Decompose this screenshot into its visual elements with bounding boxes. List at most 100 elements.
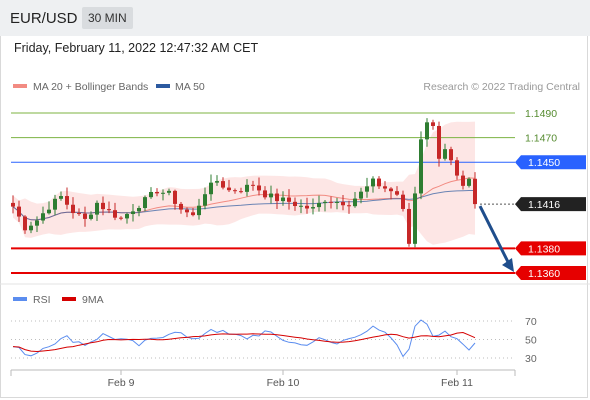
candle xyxy=(47,201,51,215)
candle xyxy=(431,119,435,130)
candle xyxy=(107,201,111,214)
candle xyxy=(203,187,207,210)
candle xyxy=(233,188,237,194)
candle-body xyxy=(41,213,45,221)
candle xyxy=(329,196,333,209)
candle xyxy=(65,187,69,210)
candle xyxy=(11,195,15,214)
candle xyxy=(269,185,273,204)
candle xyxy=(119,216,123,221)
candle-body xyxy=(431,122,435,126)
candle xyxy=(395,186,399,197)
candle xyxy=(359,187,363,204)
candle xyxy=(425,118,429,147)
timeframe-badge[interactable]: 30 MIN xyxy=(82,7,133,29)
candle-body xyxy=(161,192,165,194)
candle xyxy=(59,191,63,201)
candle xyxy=(131,204,135,222)
rsi-panel: 70 50 30 xyxy=(11,316,537,365)
candle xyxy=(347,200,351,214)
candle-body xyxy=(389,188,393,192)
candle xyxy=(317,195,321,212)
candle-body xyxy=(281,197,285,202)
level-tag-text-4: 1.1380 xyxy=(528,243,560,255)
rsi-tick-0: 70 xyxy=(525,316,537,328)
candle-body xyxy=(29,225,33,231)
rsi-tick-1: 50 xyxy=(525,335,537,347)
candle-body xyxy=(419,139,423,194)
moving-averages xyxy=(12,177,476,221)
ma50-legend-label: MA 50 xyxy=(175,81,205,93)
candle xyxy=(437,121,441,167)
candle-body xyxy=(83,213,87,219)
level-label-1: 1.1470 xyxy=(525,133,557,145)
candle-body xyxy=(65,196,69,205)
candle xyxy=(245,179,249,197)
candle xyxy=(149,187,153,199)
candle-body xyxy=(329,201,333,203)
bollinger-band xyxy=(13,121,475,245)
symbol-title: EUR/USD xyxy=(10,10,78,27)
candle-body xyxy=(437,125,441,159)
x-tick-label-1: Feb 10 xyxy=(267,377,300,389)
candle-body xyxy=(335,201,339,203)
candle-body xyxy=(311,207,315,209)
candle-body xyxy=(275,193,279,202)
projection-arrow-line xyxy=(478,205,511,265)
candle xyxy=(29,221,33,234)
candle xyxy=(323,200,327,212)
candle-body xyxy=(443,149,447,159)
candle xyxy=(251,180,255,191)
candle-body xyxy=(353,198,357,207)
candle xyxy=(125,212,129,224)
level-tag-bg-3 xyxy=(515,197,586,212)
candle-body xyxy=(167,190,171,193)
candle xyxy=(281,191,285,206)
level-tag-bg-5 xyxy=(515,266,586,280)
candle xyxy=(221,177,225,190)
candle xyxy=(335,197,339,210)
candle xyxy=(89,211,93,221)
rsi-legend: RSI 9MA xyxy=(13,294,104,306)
candle xyxy=(161,189,165,201)
candle xyxy=(209,174,213,201)
candle-body xyxy=(71,204,75,214)
candle xyxy=(413,186,417,248)
candle xyxy=(311,198,315,215)
candle-body xyxy=(371,178,375,187)
candle-body xyxy=(221,181,225,188)
candle-body xyxy=(461,175,465,186)
candle-body xyxy=(77,213,81,215)
candle xyxy=(77,208,81,216)
candle-body xyxy=(155,191,159,194)
candle xyxy=(341,194,345,211)
candle-body xyxy=(191,212,195,216)
candle-body xyxy=(11,202,15,207)
candle-body xyxy=(413,193,417,244)
level-tag-bg-4 xyxy=(515,241,586,256)
candle xyxy=(353,192,357,208)
candle-body xyxy=(425,122,429,140)
candle xyxy=(239,187,243,194)
candle-body xyxy=(359,191,363,199)
candle-body xyxy=(131,211,135,215)
candle-body xyxy=(467,178,471,186)
candle xyxy=(23,215,27,234)
bollinger-legend-label: MA 20 + Bollinger Bands xyxy=(33,81,148,93)
candle-body xyxy=(23,216,27,231)
candle xyxy=(383,181,387,193)
level-tag-bg-2 xyxy=(515,155,586,170)
candle xyxy=(167,188,171,196)
candle xyxy=(113,202,117,221)
candle-body xyxy=(185,209,189,213)
candle-body xyxy=(245,184,249,192)
level-tags: 1.1490 1.1470 1.1450 1.1416 1.1380 1.1360 xyxy=(515,108,586,280)
ma50-legend-swatch xyxy=(156,84,170,88)
candle-body xyxy=(395,191,399,195)
candle xyxy=(185,207,189,218)
candle xyxy=(35,216,39,232)
candle xyxy=(137,205,141,217)
candle-body xyxy=(203,194,207,206)
level-tag-text-2: 1.1450 xyxy=(528,157,560,169)
candle xyxy=(407,202,411,247)
